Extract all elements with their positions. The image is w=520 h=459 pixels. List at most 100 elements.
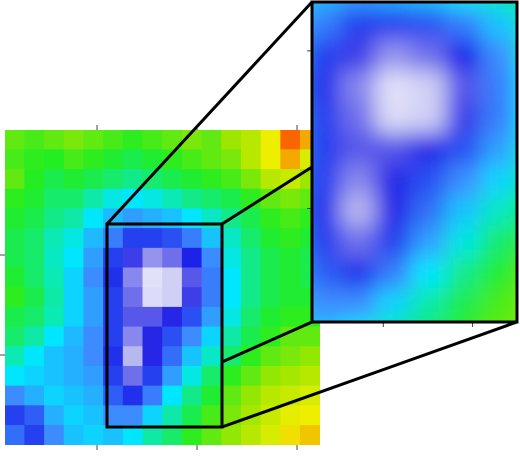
cell — [340, 225, 377, 258]
cell — [312, 288, 342, 320]
cell — [260, 346, 281, 367]
cell — [83, 346, 104, 367]
cell — [375, 194, 412, 227]
cell — [201, 169, 222, 190]
cell — [5, 287, 25, 308]
cell — [480, 8, 517, 41]
cell — [410, 288, 447, 320]
cell — [181, 169, 203, 190]
cell — [201, 425, 222, 445]
cell — [5, 326, 25, 347]
cell — [162, 365, 183, 387]
cell — [280, 346, 301, 367]
cell — [221, 247, 242, 269]
cell — [5, 267, 25, 288]
connector — [221, 320, 518, 429]
cell — [260, 306, 281, 328]
cell — [375, 288, 412, 320]
cell — [260, 169, 281, 190]
cell — [44, 228, 65, 249]
cell — [24, 326, 45, 347]
cell — [480, 256, 517, 289]
cell — [240, 130, 262, 150]
cell — [375, 39, 412, 72]
cell — [445, 288, 482, 320]
cell — [142, 326, 163, 347]
main-image — [5, 130, 320, 445]
cell — [83, 149, 104, 170]
cell — [200, 9, 236, 41]
cell — [24, 130, 45, 150]
cell — [280, 149, 301, 170]
cell — [260, 287, 281, 308]
inset-frame — [310, 0, 519, 324]
cell — [165, 9, 201, 41]
connector — [221, 320, 313, 364]
cell — [375, 256, 412, 289]
cell — [181, 208, 203, 229]
cell — [122, 306, 144, 328]
cell — [130, 71, 166, 103]
cell — [142, 247, 163, 269]
cell — [44, 267, 65, 288]
cell — [445, 256, 482, 289]
cell — [122, 169, 144, 190]
cell — [340, 288, 377, 320]
cell — [142, 169, 163, 190]
cell — [312, 39, 342, 72]
cell — [63, 267, 85, 288]
cell — [122, 425, 144, 445]
cell — [300, 346, 320, 367]
cell — [200, 0, 236, 9]
cell — [410, 39, 447, 72]
cell — [312, 256, 342, 289]
cell — [340, 8, 377, 41]
cell — [83, 425, 104, 445]
cell — [260, 208, 281, 229]
cell — [240, 365, 262, 387]
cell — [142, 208, 163, 229]
connector — [105, 0, 314, 226]
cell — [130, 9, 166, 41]
cell — [270, 0, 306, 9]
cell — [142, 405, 163, 426]
cell — [181, 267, 203, 288]
cell — [122, 287, 144, 308]
cell — [235, 71, 271, 103]
cell — [181, 365, 203, 387]
cell — [480, 2, 517, 10]
cell — [44, 169, 65, 190]
cell — [103, 130, 124, 150]
cell — [63, 208, 85, 229]
cell — [270, 71, 306, 103]
cell — [130, 102, 166, 134]
cell — [375, 101, 412, 134]
cell — [83, 306, 104, 328]
cell — [63, 188, 85, 210]
cell — [375, 132, 412, 165]
cell — [340, 194, 377, 227]
cell — [312, 194, 342, 227]
cell — [480, 163, 517, 196]
cell — [340, 70, 377, 103]
cell — [235, 0, 271, 9]
cell — [44, 247, 65, 269]
cell — [24, 425, 45, 445]
cell — [122, 385, 144, 406]
cell — [122, 346, 144, 367]
cell — [83, 130, 104, 150]
cell — [312, 8, 342, 41]
cell — [24, 306, 45, 328]
cell — [24, 149, 45, 170]
cell — [221, 228, 242, 249]
cell — [375, 8, 412, 41]
cell — [340, 101, 377, 134]
cell — [445, 163, 482, 196]
cell — [44, 130, 65, 150]
cell — [240, 228, 262, 249]
cell — [63, 247, 85, 269]
cell — [201, 287, 222, 308]
cell — [280, 287, 301, 308]
cell — [312, 225, 342, 258]
cell — [410, 101, 447, 134]
